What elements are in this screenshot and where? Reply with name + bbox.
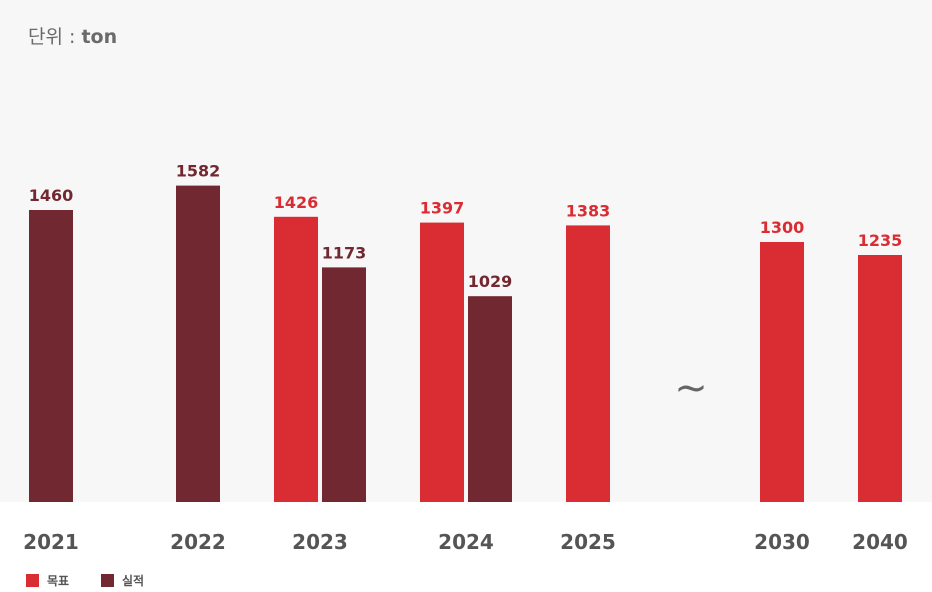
data-label-actual-2023: 1173: [322, 243, 367, 262]
bar-actual-2024: [468, 296, 512, 502]
unit-value: ton: [81, 26, 118, 48]
x-tick-label-2022: 2022: [170, 530, 226, 554]
data-label-target-2025: 1383: [566, 201, 611, 220]
axis-break-tilde: ~: [674, 365, 708, 411]
x-tick-label-2030: 2030: [754, 530, 810, 554]
legend-item-actual: 실적: [101, 572, 144, 588]
bar-actual-2021: [29, 210, 73, 502]
data-label-actual-2022: 1582: [176, 162, 221, 181]
x-tick-label-2023: 2023: [292, 530, 348, 554]
data-label-target-2023: 1426: [274, 193, 319, 212]
legend-item-target: 목표: [26, 572, 69, 588]
bar-target-2040: [858, 255, 902, 502]
data-label-target-2030: 1300: [760, 218, 805, 237]
data-label-actual-2021: 1460: [29, 186, 74, 205]
bar-chart: 1460 2021 1582 2022 1426 1173 2023 1397 1029 2024…: [23, 162, 908, 554]
legend-label-target: 목표: [47, 573, 70, 588]
bar-actual-2022: [176, 185, 220, 502]
unit-label: 단위 : ton: [28, 22, 117, 49]
bar-target-2025: [566, 225, 610, 502]
bar-target-2023: [274, 216, 318, 503]
data-label-actual-2024: 1029: [468, 272, 513, 291]
x-tick-label-2025: 2025: [560, 530, 616, 554]
data-label-target-2024: 1397: [420, 199, 465, 218]
bar-target-2024: [420, 222, 464, 502]
data-label-target-2040: 1235: [858, 231, 903, 250]
legend-swatch-target: [26, 573, 39, 587]
x-tick-label-2040: 2040: [852, 530, 908, 554]
unit-prefix: 단위 :: [28, 26, 82, 48]
bar-target-2030: [760, 242, 804, 502]
bar-actual-2023: [322, 267, 366, 502]
x-tick-label-2024: 2024: [438, 530, 494, 554]
legend-label-actual: 실적: [122, 573, 145, 588]
x-tick-label-2021: 2021: [23, 530, 79, 554]
legend-swatch-actual: [101, 573, 114, 587]
